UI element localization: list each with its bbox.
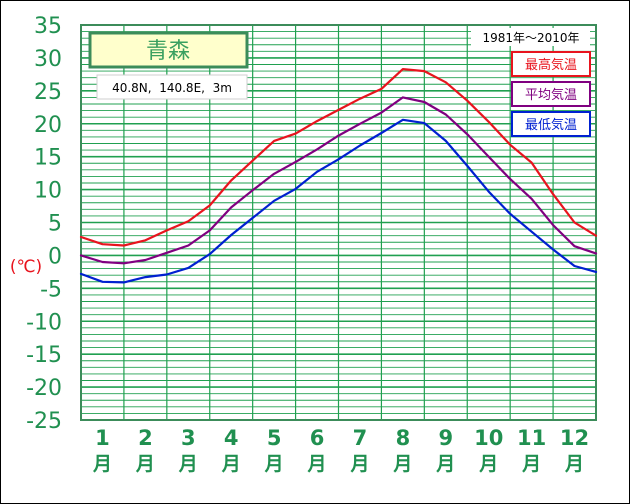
x-tick-unit: 月 xyxy=(521,453,541,475)
x-tick-label: 5 xyxy=(267,426,282,450)
x-tick-unit: 月 xyxy=(349,453,369,475)
x-tick-label: 9 xyxy=(438,426,453,450)
y-tick-label: 25 xyxy=(34,80,62,105)
x-tick-label: 7 xyxy=(353,426,368,450)
x-tick-unit: 月 xyxy=(435,453,455,475)
y-tick-label: 20 xyxy=(34,113,62,138)
location-label: 40.8N, 140.8E, 3m xyxy=(112,81,232,95)
y-tick-label: 30 xyxy=(34,47,62,72)
x-tick-unit: 月 xyxy=(307,453,327,475)
location-box xyxy=(96,74,248,100)
y-tick-label: 5 xyxy=(48,212,62,237)
y-tick-label: -10 xyxy=(26,310,62,335)
series-line-1 xyxy=(79,67,598,247)
y-axis-label: (℃) xyxy=(10,257,42,277)
y-tick-labels: -25 -20 -15 -10 -5 0 5 10 15 20 25 30 35 xyxy=(26,14,62,434)
series-lines xyxy=(79,67,598,284)
x-tick-label: 2 xyxy=(138,426,153,450)
y-tick-label: -15 xyxy=(26,343,62,368)
x-tick-unit: 月 xyxy=(478,453,498,475)
legend-label-3: 最低気温 xyxy=(525,117,577,133)
series-line-3 xyxy=(79,118,598,284)
x-tick-label: 6 xyxy=(310,426,325,450)
x-tick-label: 12 xyxy=(560,426,589,450)
x-tick-unit: 月 xyxy=(92,453,112,475)
y-tick-label: 0 xyxy=(48,244,62,269)
legend-box-2 xyxy=(511,81,591,107)
x-tick-unit: 月 xyxy=(392,453,412,475)
series-line-2 xyxy=(79,96,598,265)
x-tick-label: 3 xyxy=(181,426,196,450)
x-tick-label: 11 xyxy=(517,426,546,450)
legend-box-3 xyxy=(511,111,591,137)
y-tick-label: 15 xyxy=(34,146,62,171)
y-tick-label: 10 xyxy=(34,179,62,204)
x-tick-label: 8 xyxy=(396,426,411,450)
y-tick-label: -20 xyxy=(26,376,62,401)
period-label: 1981年～2010年 xyxy=(482,31,579,45)
y-tick-label: 35 xyxy=(34,14,62,39)
x-tick-label: 1 xyxy=(95,426,110,450)
period-box xyxy=(471,28,590,46)
legend-label-1: 最高気温 xyxy=(525,57,577,73)
x-tick-unit: 月 xyxy=(135,453,155,475)
legend-label-2: 平均気温 xyxy=(525,87,577,103)
x-tick-unit: 月 xyxy=(221,453,241,475)
title-box xyxy=(88,31,249,69)
x-tick-unit: 月 xyxy=(178,453,198,475)
x-tick-unit: 月 xyxy=(564,453,584,475)
x-tick-label: 4 xyxy=(224,426,239,450)
chart-title: 青森 xyxy=(146,39,190,64)
legend-box-1 xyxy=(511,51,591,77)
y-tick-label: -5 xyxy=(40,277,62,302)
y-tick-label: -25 xyxy=(26,409,62,434)
x-tick-labels: 1 月 2 月 3 月 4 月 5 月 6 月 7 月 8 月 9 月 10 月 11 月 12 月 xyxy=(92,426,589,475)
x-tick-label: 10 xyxy=(474,426,503,450)
x-tick-unit: 月 xyxy=(264,453,284,475)
plot-border xyxy=(80,24,597,421)
